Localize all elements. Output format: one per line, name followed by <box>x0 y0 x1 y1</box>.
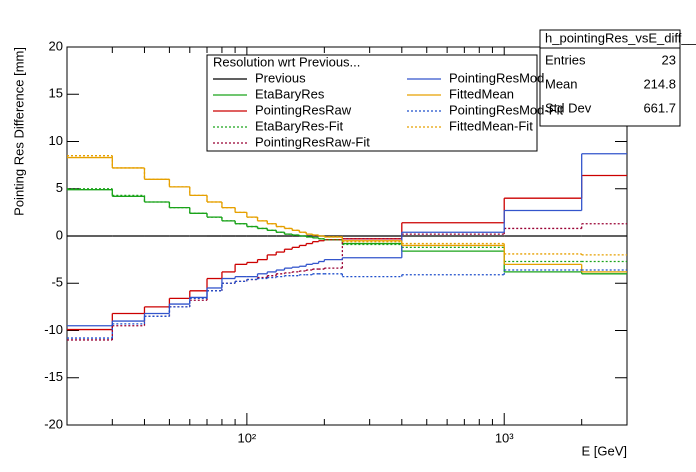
y-tick-label: -20 <box>44 416 63 431</box>
y-tick-label: -5 <box>51 275 63 290</box>
stats-label: Mean <box>545 76 578 91</box>
legend-label: PointingResRaw <box>255 102 352 117</box>
y-tick-label: -15 <box>44 369 63 384</box>
legend-label: EtaBaryRes <box>255 86 325 101</box>
stats-label: Entries <box>545 52 586 67</box>
legend-box <box>206 54 538 152</box>
legend-title: Resolution wrt Previous... <box>213 54 360 69</box>
y-axis-label: Pointing Res Difference [mm] <box>11 47 26 216</box>
y-tick-label: 10 <box>49 133 63 148</box>
legend-label: EtaBaryRes-Fit <box>255 118 344 133</box>
x-tick-label: 10² <box>237 430 256 445</box>
legend-label: PointingResMod-Fit <box>449 102 564 117</box>
y-tick-label: 5 <box>56 180 63 195</box>
legend-label: PointingResMod <box>449 70 544 85</box>
y-tick-label: 20 <box>49 38 63 53</box>
stats-title: h_pointingRes_vsE_diff__0 <box>545 30 696 45</box>
stats-label: Std Dev <box>545 100 592 115</box>
x-tick-label: 10³ <box>495 430 514 445</box>
stats-value: 661.7 <box>643 100 676 115</box>
x-axis-label: E [GeV] <box>581 443 627 458</box>
legend-label: FittedMean <box>449 86 514 101</box>
legend-label: FittedMean-Fit <box>449 118 533 133</box>
stats-value: 23 <box>662 52 676 67</box>
legend-label: PointingResRaw-Fit <box>255 134 370 149</box>
y-tick-label: 0 <box>56 227 63 242</box>
stats-value: 214.8 <box>643 76 676 91</box>
y-tick-label: 15 <box>49 86 63 101</box>
legend-label: Previous <box>255 70 306 85</box>
stats-box <box>539 29 681 127</box>
y-tick-label: -10 <box>44 322 63 337</box>
